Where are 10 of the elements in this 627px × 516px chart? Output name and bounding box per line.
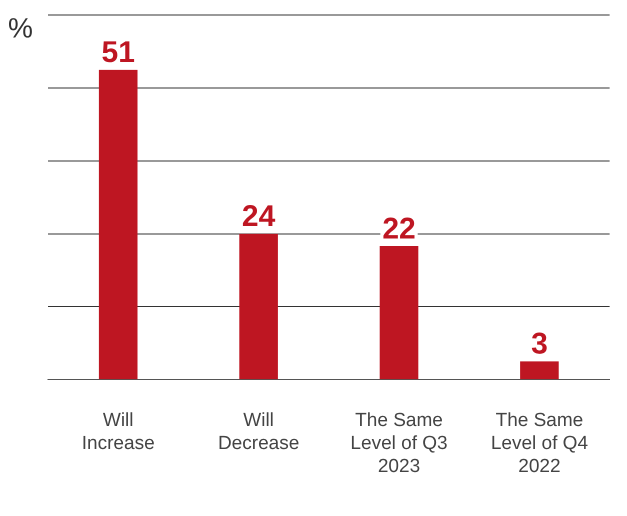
y-axis-title: % (8, 12, 33, 44)
data-label: 3 (531, 328, 548, 361)
data-label: 51 (102, 36, 135, 70)
x-tick-label: Will Increase (82, 410, 155, 454)
bar (380, 246, 418, 380)
data-label: 24 (242, 200, 276, 234)
data-label: 22 (382, 212, 416, 246)
x-tick-label: The Same Level of Q3 2023 (350, 410, 448, 477)
x-tick-label: Will Decrease (218, 410, 300, 454)
x-tick-label: The Same Level of Q4 2022 (490, 410, 588, 477)
